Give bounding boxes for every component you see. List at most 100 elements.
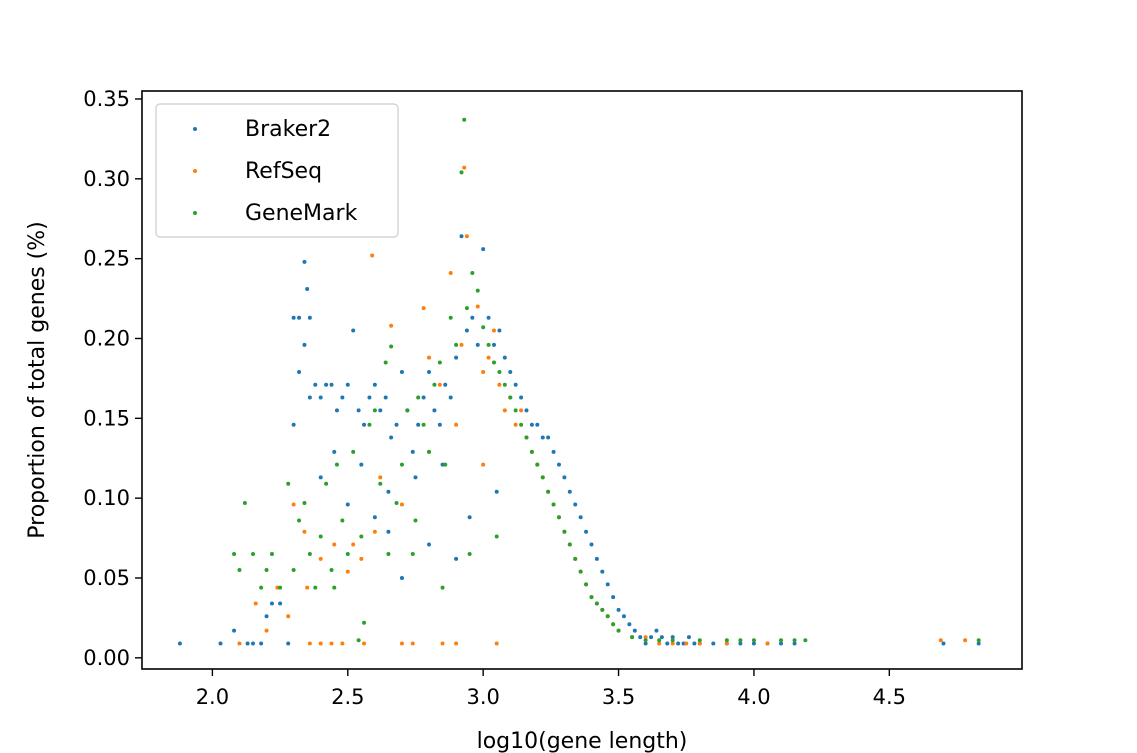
point-refseq-11 (351, 542, 356, 547)
point-braker2-6 (264, 614, 269, 619)
point-refseq-73 (332, 542, 337, 547)
point-braker2-33 (389, 435, 394, 440)
point-genemark-58 (551, 502, 556, 507)
point-braker2-43 (443, 382, 448, 387)
point-braker2-8 (278, 601, 283, 606)
point-genemark-63 (578, 569, 583, 574)
point-genemark-37 (443, 462, 448, 467)
point-genemark-20 (351, 449, 356, 454)
point-braker2-35 (399, 370, 404, 375)
point-refseq-67 (481, 462, 486, 467)
point-refseq-17 (410, 641, 415, 646)
point-braker2-49 (475, 342, 480, 347)
point-genemark-16 (329, 568, 334, 573)
point-genemark-32 (416, 395, 421, 400)
point-braker2-12 (297, 315, 302, 320)
point-braker2-101 (359, 462, 364, 467)
point-genemark-49 (502, 382, 507, 387)
point-braker2-55 (508, 370, 513, 375)
point-braker2-4 (251, 641, 256, 646)
point-genemark-60 (562, 529, 567, 534)
point-braker2-15 (307, 315, 312, 320)
point-genemark-84 (494, 534, 499, 539)
series-braker2 (177, 234, 981, 646)
point-braker2-25 (345, 382, 350, 387)
point-refseq-60 (938, 638, 943, 643)
point-genemark-68 (605, 614, 610, 619)
point-refseq-63 (372, 529, 377, 534)
point-refseq-28 (492, 328, 496, 333)
point-braker2-54 (502, 355, 507, 360)
point-braker2-76 (621, 614, 626, 619)
point-genemark-43 (470, 271, 475, 276)
point-braker2-66 (567, 489, 572, 494)
point-refseq-13 (370, 253, 375, 258)
point-braker2-31 (378, 408, 383, 413)
point-genemark-25 (378, 481, 383, 486)
point-braker2-17 (302, 342, 307, 347)
point-genemark-45 (481, 325, 486, 330)
point-refseq-54 (657, 641, 662, 646)
point-genemark-77 (738, 638, 743, 643)
point-genemark-31 (410, 552, 415, 557)
point-genemark-27 (389, 344, 394, 349)
point-refseq-2 (264, 628, 269, 633)
point-genemark-12 (307, 552, 312, 557)
point-braker2-112 (427, 542, 432, 547)
point-braker2-26 (351, 328, 356, 333)
point-braker2-111 (386, 529, 391, 534)
point-refseq-20 (437, 382, 442, 387)
point-braker2-20 (318, 395, 323, 400)
point-braker2-82 (654, 628, 659, 633)
point-braker2-102 (386, 489, 391, 494)
point-braker2-65 (562, 475, 567, 480)
point-genemark-75 (697, 638, 702, 643)
point-refseq-71 (318, 556, 323, 561)
point-braker2-3 (245, 641, 250, 646)
legend-box (155, 103, 399, 238)
x-tick-label-0: 2.0 (196, 685, 229, 709)
point-braker2-91 (711, 641, 716, 646)
point-braker2-106 (494, 489, 499, 494)
point-genemark-89 (332, 585, 337, 590)
point-genemark-44 (475, 288, 480, 293)
point-genemark-64 (584, 582, 589, 587)
point-braker2-7 (269, 601, 274, 606)
point-refseq-64 (399, 502, 404, 507)
point-braker2-1 (218, 641, 223, 646)
point-genemark-35 (432, 382, 437, 387)
point-braker2-89 (692, 641, 697, 646)
point-genemark-3 (251, 552, 256, 557)
point-refseq-61 (963, 638, 968, 643)
point-braker2-63 (551, 449, 556, 454)
y-tick-label-6: 0.30 (83, 167, 130, 191)
point-genemark-88 (359, 534, 364, 539)
point-genemark-59 (556, 515, 561, 520)
point-braker2-28 (362, 422, 367, 427)
point-genemark-81 (803, 638, 808, 643)
point-refseq-6 (302, 529, 307, 534)
point-refseq-0 (237, 641, 242, 646)
point-genemark-30 (405, 408, 410, 413)
point-genemark-67 (600, 607, 605, 612)
legend-marker-genemark (193, 211, 197, 215)
point-genemark-24 (372, 408, 377, 413)
point-braker2-64 (556, 462, 561, 467)
point-braker2-48 (470, 315, 475, 320)
point-refseq-57 (697, 641, 702, 646)
point-braker2-107 (399, 575, 404, 580)
point-braker2-5 (259, 641, 264, 646)
point-braker2-52 (492, 342, 496, 347)
point-braker2-84 (665, 641, 670, 646)
point-braker2-73 (605, 582, 610, 587)
point-genemark-14 (318, 534, 323, 539)
point-genemark-39 (454, 342, 459, 347)
point-refseq-23 (462, 165, 467, 170)
point-refseq-30 (502, 408, 507, 413)
point-genemark-87 (386, 552, 391, 557)
point-refseq-19 (427, 355, 432, 360)
point-braker2-9 (286, 641, 291, 646)
point-genemark-61 (567, 542, 572, 547)
point-genemark-74 (670, 638, 675, 643)
point-refseq-21 (448, 271, 453, 276)
